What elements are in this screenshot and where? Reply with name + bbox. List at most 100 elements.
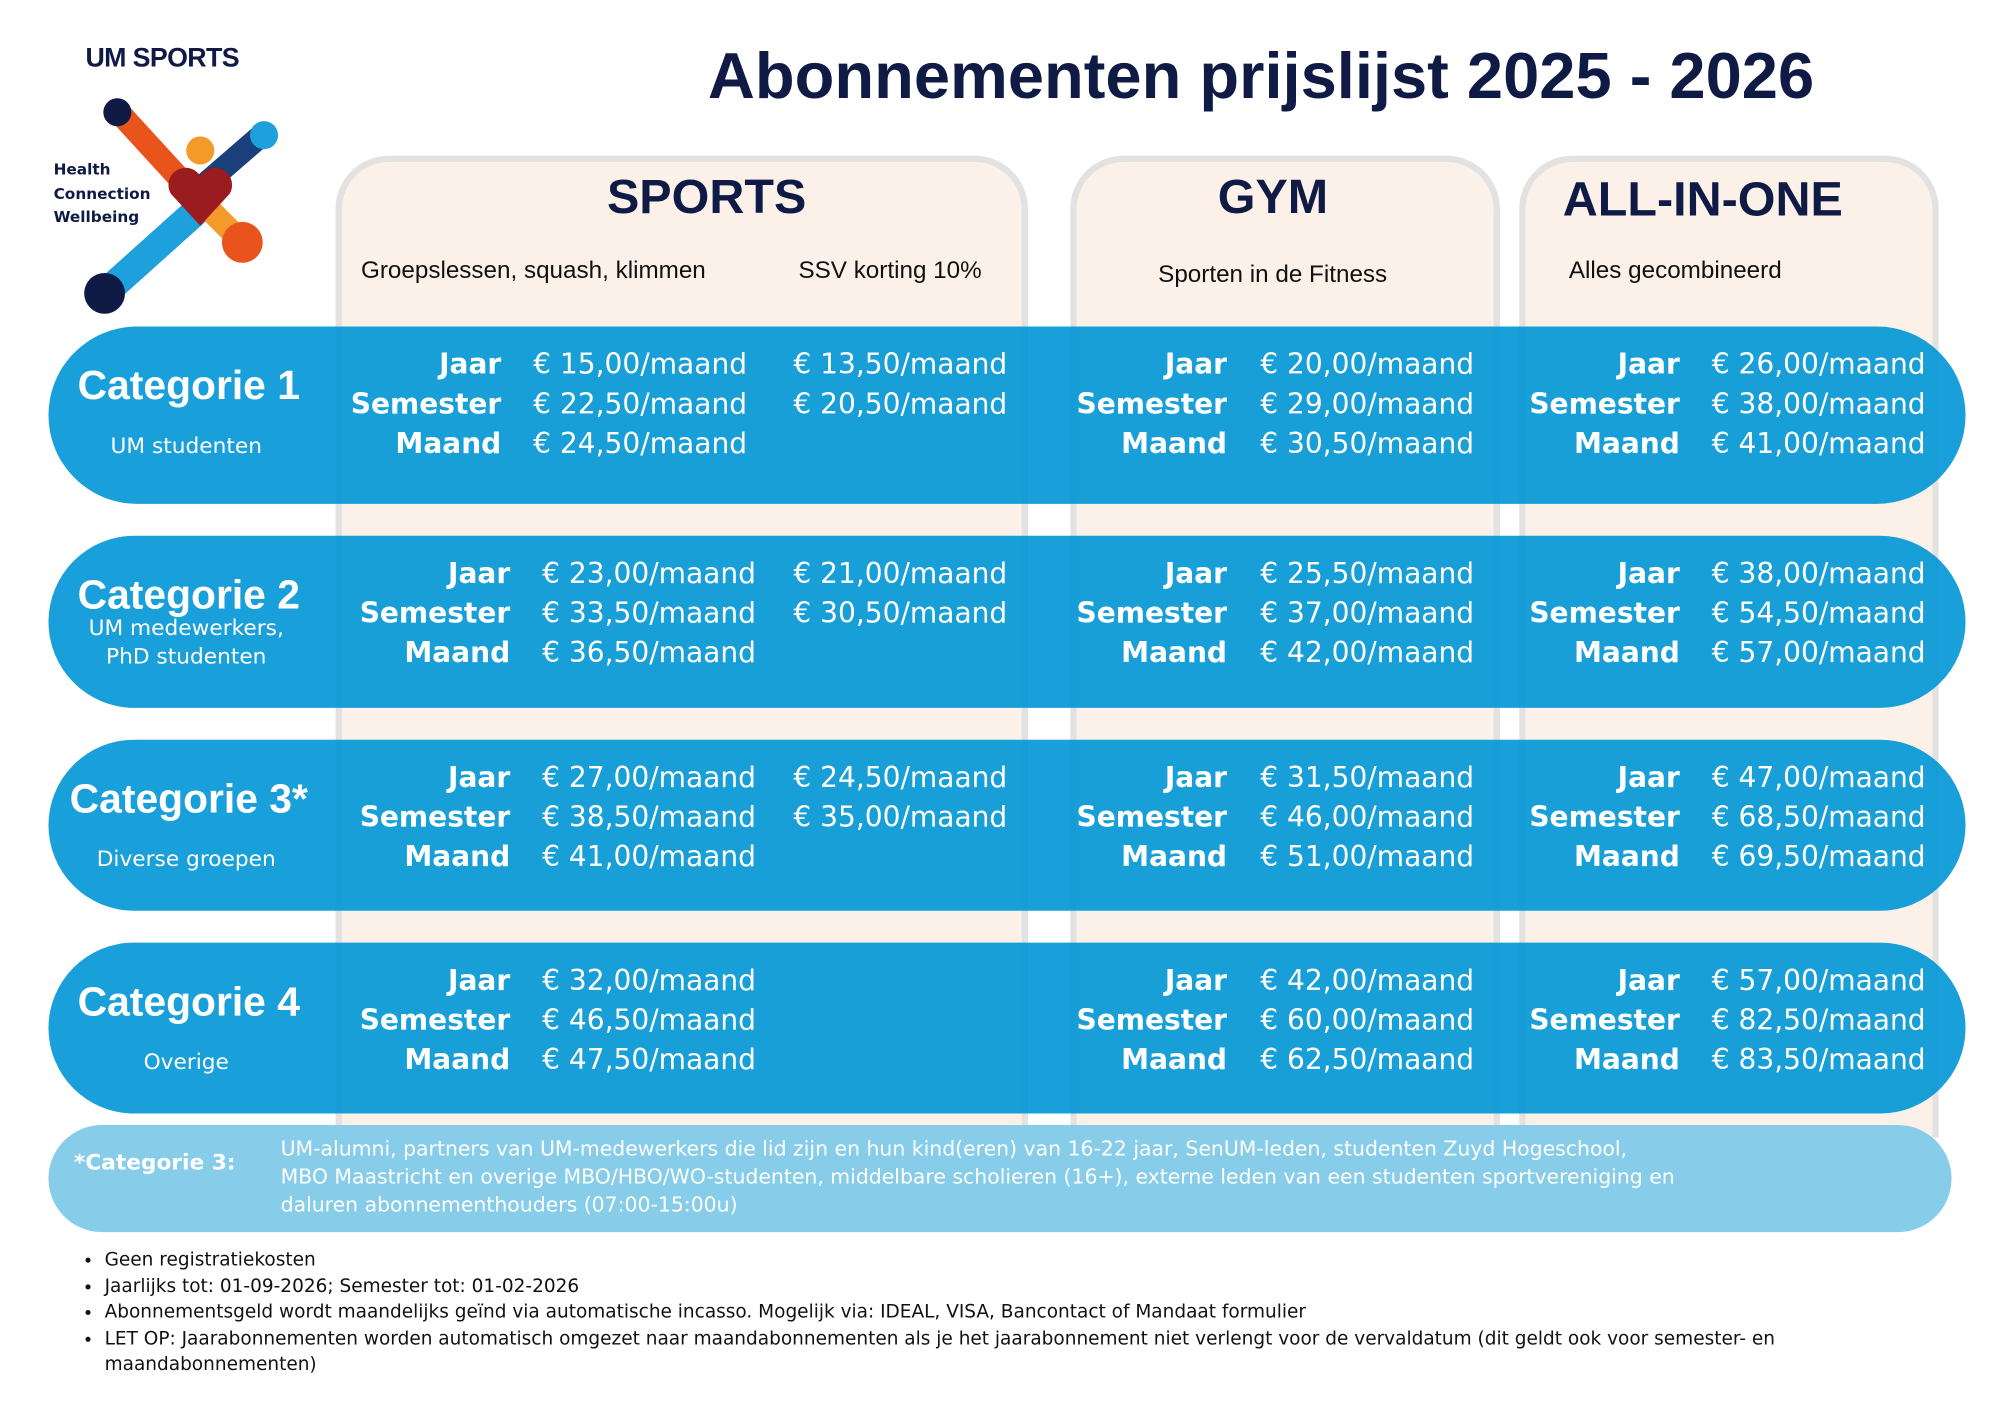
period-label: Semester [1529,802,1680,835]
period-label: Semester [359,802,511,835]
price: € 20,00/maand [1260,349,1475,382]
brand: UM SPORTS [85,43,239,73]
column-extra: SSV korting 10% [798,257,982,285]
price: € 62,50/maand [1260,1044,1475,1077]
bullet: Abonnementsgeld wordt maandelijks geïnd … [105,1300,1840,1326]
ssv-price: € 21,00/maand [793,558,1008,591]
period-label: Maand [1121,1044,1228,1077]
bullet: Jaarlijks tot: 01-09-2026; Semester tot:… [105,1274,1840,1300]
tagline-line: Connection [53,184,151,203]
note-text: UM-alumni, partners van UM-medewerkers d… [281,1135,1675,1219]
logo [84,98,279,314]
period-label: Maand [1121,841,1228,874]
price: € 32,00/maand [542,965,756,998]
price: € 46,00/maand [1260,802,1475,835]
period-label: Maand [1121,428,1228,461]
category-band [48,942,1966,1114]
price: € 33,50/maand [542,598,756,631]
price: € 38,50/maand [542,802,756,835]
price: € 26,00/maand [1711,349,1926,382]
category-description: UM studenten [111,432,262,460]
category-name: Categorie 3* [69,775,308,822]
period-label: Jaar [1164,762,1228,795]
price: € 15,00/maand [533,349,748,382]
period-label: Jaar [448,558,511,591]
period-label: Jaar [1617,558,1680,591]
price: € 51,00/maand [1260,841,1475,874]
price: € 42,00/maand [1260,965,1475,998]
column-title: SPORTS [606,170,807,225]
price: € 41,00/maand [1711,428,1926,461]
price: € 38,00/maand [1711,389,1926,421]
period-label: Semester [1529,598,1680,631]
price: € 36,50/maand [542,637,756,670]
period-label: Jaar [1164,558,1228,591]
bullet: LET OP: Jaarabonnementen worden automati… [105,1326,1840,1378]
category-band [48,326,1966,504]
description-line: Overige [143,1049,229,1076]
ssv-price: € 30,50/maand [793,598,1008,631]
price: € 82,50/maand [1711,1005,1926,1037]
period-label: Maand [1573,637,1680,670]
price: € 24,50/maand [533,428,748,461]
period-label: Maand [1573,1044,1680,1077]
price: € 29,00/maand [1260,389,1475,421]
price: € 57,00/maand [1711,637,1926,670]
tagline: Health Connection Wellbeing [54,158,151,229]
price: € 83,50/maand [1711,1044,1926,1077]
period-label: Jaar [1164,965,1228,998]
description-line: PhD studenten [106,644,267,670]
ssv-price: € 35,00/maand [793,802,1008,835]
period-label: Semester [359,598,511,631]
price: € 47,50/maand [542,1044,756,1077]
note-label: *Categorie 3: [73,1150,236,1177]
period-label: Semester [1076,802,1228,835]
category-description: Diverse groepen [97,846,276,874]
period-label: Jaar [439,349,502,382]
note-band: *Categorie 3: UM-alumni, partners van UM… [48,1124,1952,1233]
period-label: Jaar [1617,762,1680,795]
category-band [48,535,1966,708]
column-subtitle: Groepslessen, squash, klimmen [360,257,706,285]
ssv-price: € 20,50/maand [793,389,1008,421]
price: € 22,50/maand [533,389,748,421]
category-name: Categorie 1 [77,362,300,409]
price: € 41,00/maand [542,841,756,874]
column-title: GYM [1217,170,1329,225]
tagline-line: Health [53,160,111,179]
period-label: Semester [1076,598,1228,631]
description-line: UM studenten [110,433,262,460]
period-label: Maand [404,637,511,670]
page-title: Abonnementen prijslijst 2025 - 2026 [707,39,1815,113]
category-description: Overige [144,1048,229,1076]
note-line: MBO Maastricht en overige MBO/HBO/WO-stu… [280,1164,1675,1189]
period-label: Maand [395,428,502,461]
period-label: Maand [1121,637,1228,670]
price: € 25,50/maand [1260,558,1475,591]
note-line: daluren abonnementhouders (07:00-15:00u) [280,1192,738,1217]
period-label: Jaar [448,965,511,998]
period-label: Maand [1573,841,1680,874]
price: € 60,00/maand [1260,1005,1475,1037]
period-label: Jaar [1617,349,1680,382]
period-label: Jaar [1617,965,1680,998]
period-label: Semester [350,389,502,421]
description-line: UM medewerkers, [88,616,284,642]
price: € 68,50/maand [1711,802,1926,835]
bullet: Geen registratiekosten [105,1247,1840,1273]
ssv-price: € 24,50/maand [793,762,1008,795]
category-name: Categorie 4 [77,978,300,1025]
price: € 23,00/maand [542,558,756,591]
category-description: UM medewerkers, PhD studenten [89,615,284,671]
price: € 46,50/maand [542,1005,756,1037]
category-band [48,739,1966,911]
price: € 30,50/maand [1260,428,1475,461]
description-line: Diverse groepen [96,846,276,873]
period-label: Jaar [448,762,511,795]
price: € 27,00/maand [542,762,756,795]
period-label: Semester [1529,1005,1680,1037]
price: € 57,00/maand [1711,965,1926,998]
category-name: Categorie 2 [77,571,300,618]
